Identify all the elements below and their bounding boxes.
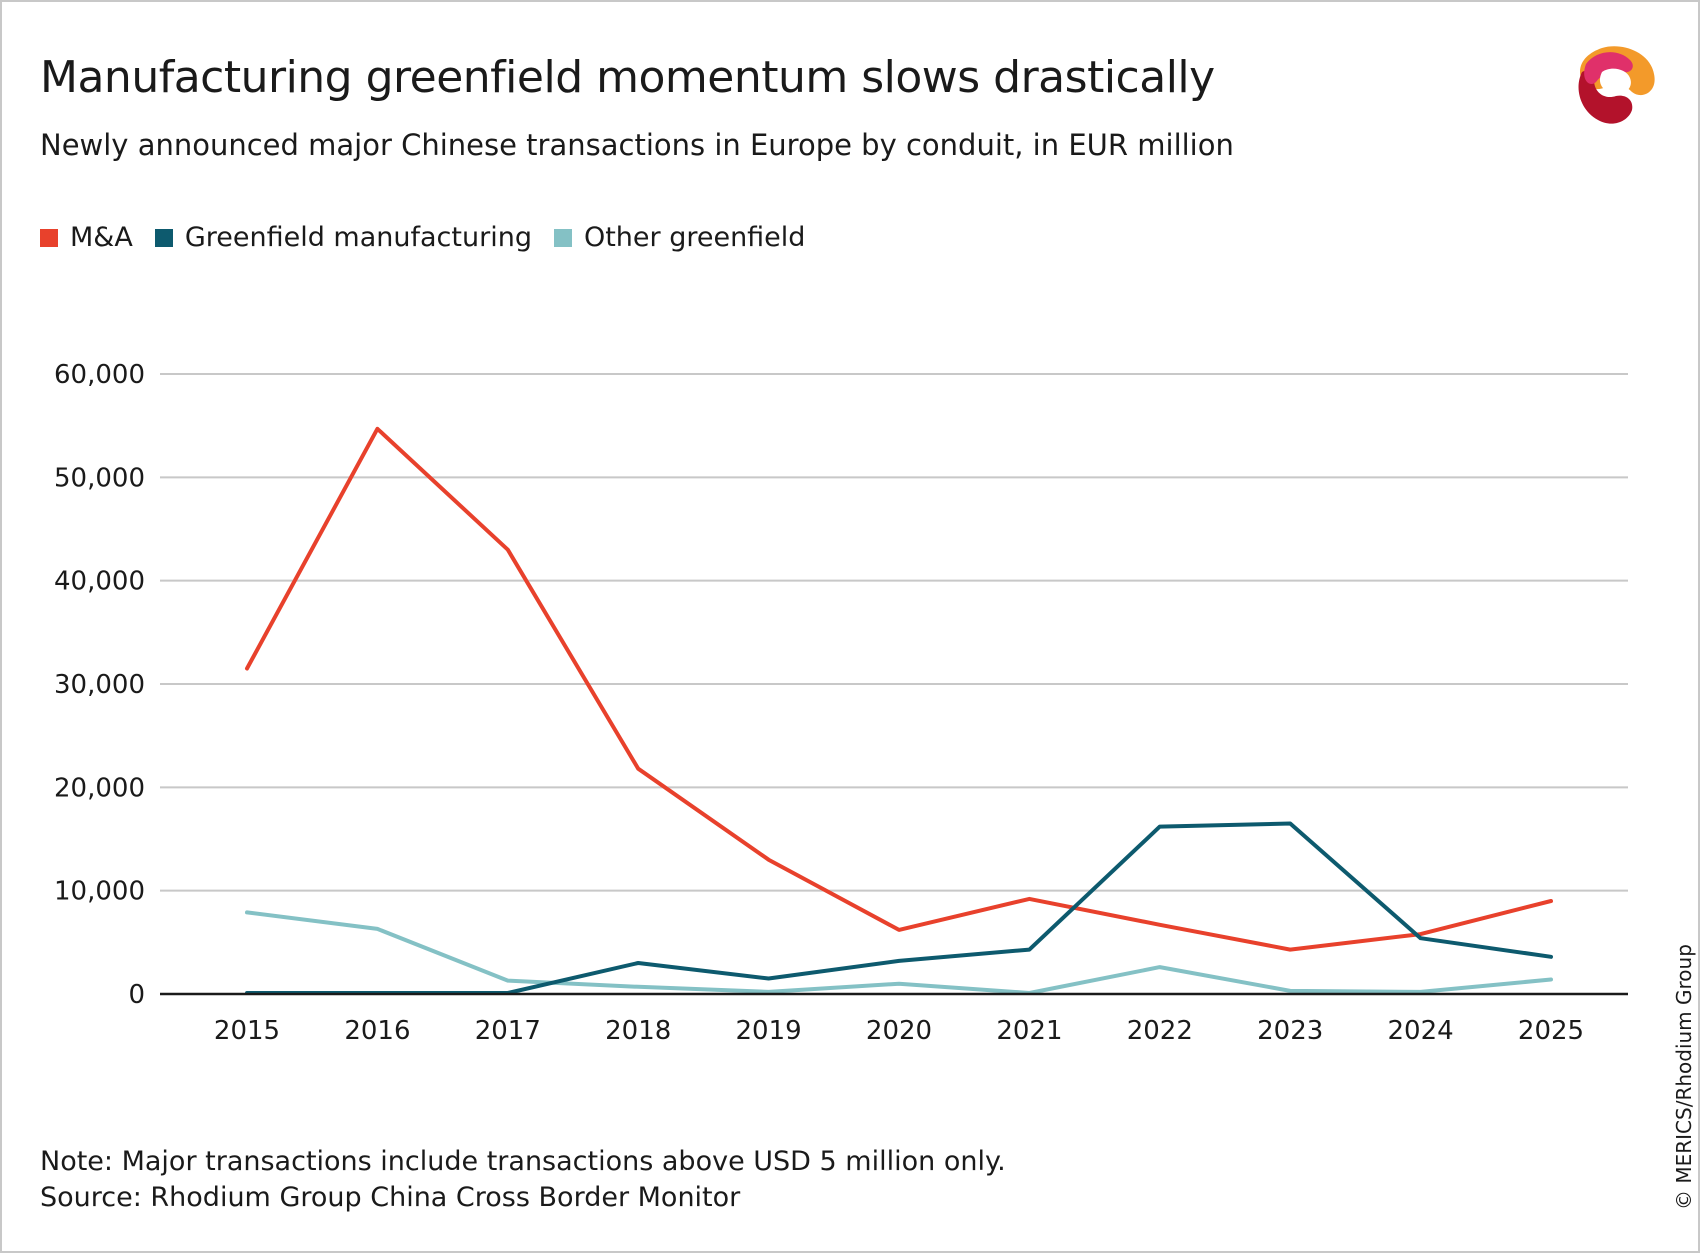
series-line-greenfield-manufacturing — [245, 821, 1553, 995]
legend-swatch-greenfield-manufacturing — [154, 228, 173, 247]
footnote: Note: Major transactions include transac… — [40, 1146, 1006, 1177]
legend-label-greenfield-manufacturing: Greenfield manufacturing — [184, 222, 532, 253]
y-tick-label: 20,000 — [54, 773, 145, 803]
gridlines — [160, 373, 1628, 892]
legend-item-other-greenfield: Other greenfield — [553, 222, 806, 253]
legend-swatch-ma — [40, 228, 58, 247]
legend-label-ma: M&A — [70, 222, 133, 253]
series-line-other-greenfield — [245, 910, 1553, 995]
x-tick-label: 2017 — [475, 1016, 541, 1046]
legend-swatch-other-greenfield — [553, 228, 572, 247]
series-line-m-a — [245, 426, 1553, 952]
x-tick-label: 2025 — [1518, 1016, 1584, 1046]
x-tick-label: 2020 — [866, 1016, 932, 1046]
chart-subtitle: Newly announced major Chinese transactio… — [40, 128, 1234, 162]
chart-title: Manufacturing greenfield momentum slows … — [40, 52, 1215, 103]
x-axis-ticks: 2015 2016 2017 2018 2019 2020 2021 2022 2023 2024… — [214, 1016, 1584, 1046]
legend-item-ma: M&A — [40, 222, 133, 253]
legend-item-greenfield-manufacturing: Greenfield manufacturing — [154, 222, 532, 253]
legend-label-other-greenfield: Other greenfield — [583, 222, 806, 253]
y-tick-label: 40,000 — [54, 567, 145, 597]
x-tick-label: 2019 — [736, 1016, 802, 1046]
y-tick-label: 60,000 — [54, 360, 145, 390]
copyright-note: © MERICS/Rhodium Group — [1672, 944, 1696, 1210]
source-note: Source: Rhodium Group China Cross Border… — [40, 1182, 741, 1213]
y-tick-label: 10,000 — [54, 877, 145, 907]
x-tick-label: 2016 — [344, 1016, 410, 1046]
x-tick-label: 2018 — [605, 1016, 671, 1046]
x-tick-label: 2022 — [1127, 1016, 1193, 1046]
x-tick-label: 2015 — [214, 1016, 280, 1046]
y-axis-ticks: 0 10,000 20,000 30,000 40,000 50,000 60,000 — [54, 360, 145, 1010]
x-tick-label: 2024 — [1388, 1016, 1454, 1046]
x-tick-label: 2023 — [1257, 1016, 1323, 1046]
legend: M&A Greenfield manufacturing Other green… — [40, 222, 827, 253]
y-tick-label: 0 — [128, 980, 145, 1010]
series-lines — [245, 426, 1553, 995]
y-tick-label: 50,000 — [54, 463, 145, 493]
x-tick-label: 2021 — [996, 1016, 1062, 1046]
merics-logo-icon — [1578, 46, 1655, 124]
y-tick-label: 30,000 — [54, 670, 145, 700]
